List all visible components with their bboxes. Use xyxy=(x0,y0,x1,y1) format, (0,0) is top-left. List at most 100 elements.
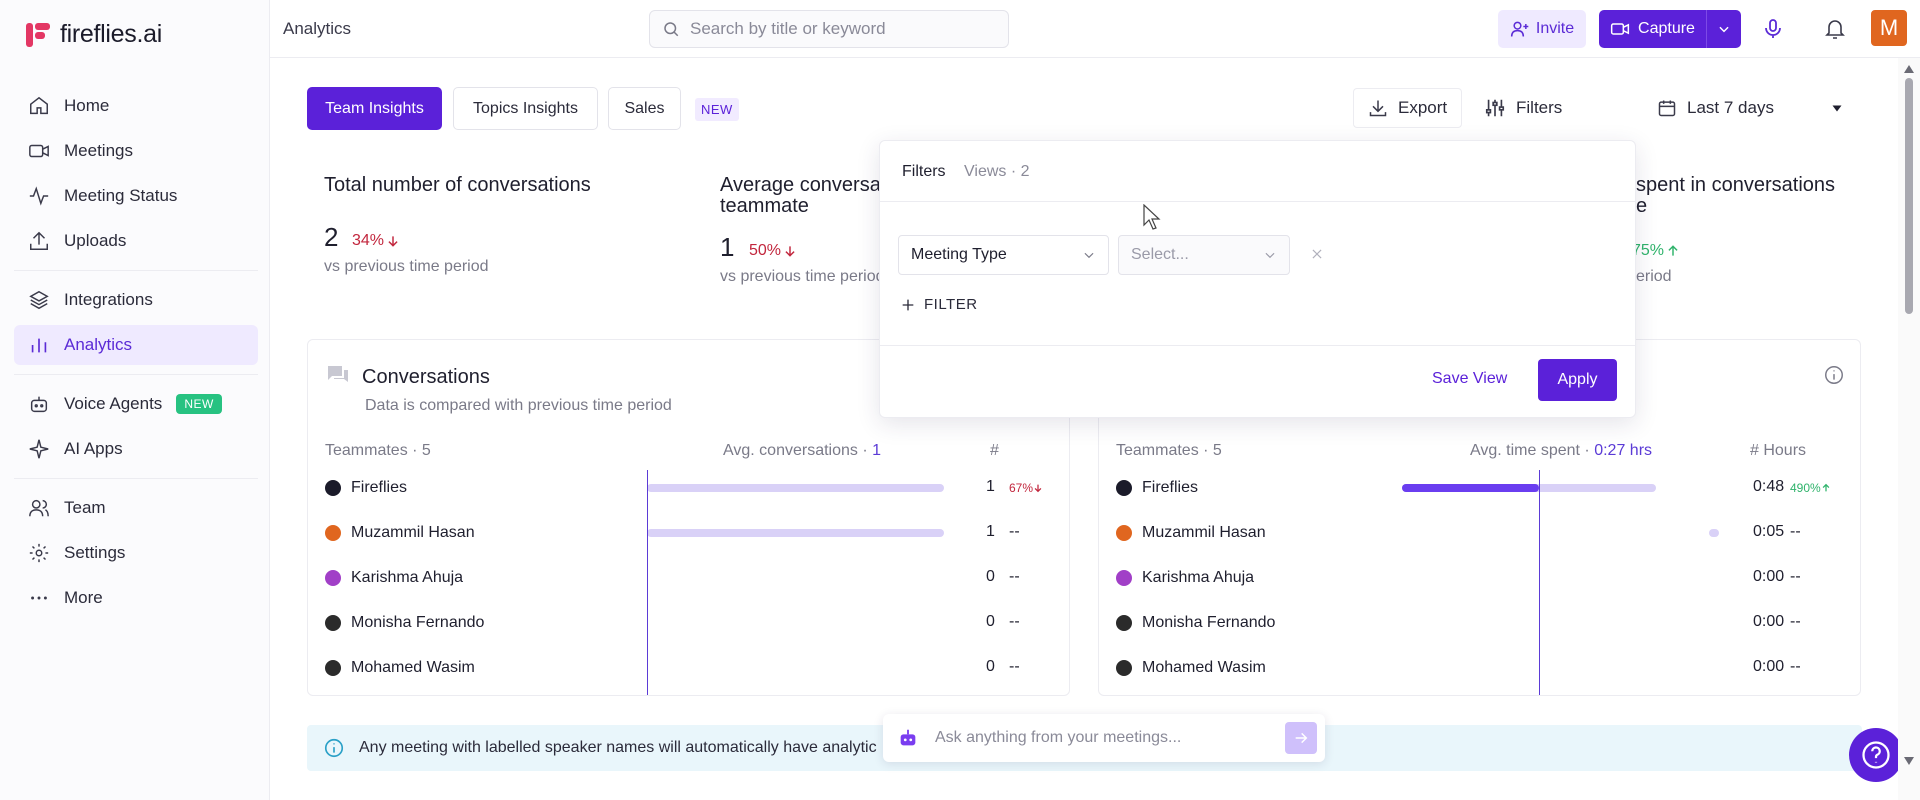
count-header: # xyxy=(990,442,999,459)
stat-sub-time: eriod xyxy=(1636,268,1672,285)
tab-topics-insights[interactable]: Topics Insights xyxy=(453,87,598,130)
table-row[interactable]: Muzammil Hasan xyxy=(1116,515,1266,551)
table-row[interactable]: Fireflies xyxy=(325,470,407,506)
row-delta-value: -- xyxy=(1009,658,1020,675)
average-line xyxy=(1539,470,1540,695)
tab-team-insights[interactable]: Team Insights xyxy=(307,87,442,130)
popover-divider xyxy=(880,201,1635,202)
tab-views[interactable]: Views · 2 xyxy=(964,163,1030,180)
sidebar-item-label: Meeting Status xyxy=(64,186,178,205)
close-icon[interactable] xyxy=(1310,247,1324,261)
logo[interactable]: fireflies.ai xyxy=(26,20,162,49)
scroll-down-icon[interactable] xyxy=(1903,756,1915,766)
row-delta: -- xyxy=(1790,568,1801,586)
user-avatar[interactable]: M xyxy=(1871,10,1907,46)
stat-sub-avg: vs previous time period xyxy=(720,268,885,285)
sidebar-item-analytics[interactable]: Analytics xyxy=(14,325,258,365)
robot-icon xyxy=(30,396,48,413)
pulse-icon xyxy=(29,186,49,206)
sidebar-item-label: Uploads xyxy=(64,231,127,250)
avg-time-header: Avg. time spent · 0:27 hrs xyxy=(1470,442,1652,460)
table-row[interactable]: Monisha Fernando xyxy=(325,605,484,641)
stat-title-total: Total number of conversations xyxy=(324,174,591,196)
sidebar-item-uploads[interactable]: Uploads xyxy=(14,221,258,261)
table-row[interactable]: Monisha Fernando xyxy=(1116,605,1275,641)
table-row[interactable]: Muzammil Hasan xyxy=(325,515,475,551)
microphone-icon[interactable] xyxy=(1761,17,1785,41)
chevron-down-icon xyxy=(1719,26,1729,33)
sidebar-item-home[interactable]: Home xyxy=(14,86,258,126)
sidebar-item-integrations[interactable]: Integrations xyxy=(14,280,258,320)
search-input[interactable]: Search by title or keyword xyxy=(649,10,1009,48)
arrow-up-icon xyxy=(1822,483,1830,492)
filters-label: Filters xyxy=(1516,98,1563,117)
row-delta: -- xyxy=(1009,658,1020,676)
stat-delta-total: 34% xyxy=(352,232,400,250)
sidebar-item-settings[interactable]: Settings xyxy=(14,533,258,573)
table-row[interactable]: Karishma Ahuja xyxy=(325,560,463,596)
sidebar-item-label: Integrations xyxy=(64,290,153,309)
row-delta-value: -- xyxy=(1009,523,1020,540)
stat-sub-total: vs previous time period xyxy=(324,258,489,275)
table-row[interactable]: Mohamed Wasim xyxy=(1116,650,1266,686)
avatar xyxy=(325,660,341,676)
table-row[interactable]: Fireflies xyxy=(1116,470,1198,506)
save-view-button[interactable]: Save View xyxy=(1432,370,1508,387)
scroll-up-icon[interactable] xyxy=(1903,64,1915,74)
download-icon xyxy=(1369,100,1387,117)
sidebar-item-ai-apps[interactable]: AI Apps xyxy=(14,429,258,469)
capture-main[interactable]: Capture xyxy=(1599,10,1707,48)
sidebar-item-voice-agents[interactable]: Voice Agents NEW xyxy=(14,384,258,424)
filters-button[interactable]: Filters xyxy=(1470,88,1577,128)
top-bar: Analytics Search by title or keyword Inv… xyxy=(270,0,1920,58)
sidebar-divider xyxy=(14,374,258,375)
export-button[interactable]: Export xyxy=(1353,88,1463,128)
sidebar-item-label: Analytics xyxy=(64,335,133,354)
sidebar-item-meeting-status[interactable]: Meeting Status xyxy=(14,176,258,216)
sidebar: fireflies.ai Home Meetings Meeting Statu… xyxy=(0,0,270,800)
scroll-thumb[interactable] xyxy=(1905,78,1913,314)
apply-button[interactable]: Apply xyxy=(1538,359,1617,401)
new-badge: NEW xyxy=(176,394,222,414)
row-delta-value: 67% xyxy=(1009,481,1034,495)
sidebar-item-team[interactable]: Team xyxy=(14,488,258,528)
bell-icon[interactable] xyxy=(1823,17,1847,41)
avatar xyxy=(325,525,341,541)
info-icon[interactable] xyxy=(1823,364,1845,386)
home-icon xyxy=(30,96,48,115)
table-row[interactable]: Karishma Ahuja xyxy=(1116,560,1254,596)
stat-title-avg-line2: teammate xyxy=(720,195,809,217)
table-row[interactable]: Mohamed Wasim xyxy=(325,650,475,686)
tab-sales[interactable]: Sales xyxy=(608,87,681,130)
send-button[interactable] xyxy=(1285,722,1317,754)
calendar-icon xyxy=(1658,100,1676,117)
add-user-icon xyxy=(1510,21,1529,37)
arrow-right-icon xyxy=(1295,732,1308,744)
filter-field-select[interactable]: Meeting Type xyxy=(898,235,1109,275)
robot-icon xyxy=(900,729,916,746)
invite-button[interactable]: Invite xyxy=(1498,10,1586,48)
help-button[interactable] xyxy=(1849,728,1903,782)
teammate-name: Mohamed Wasim xyxy=(351,659,475,676)
date-range-label: Last 7 days xyxy=(1687,98,1774,117)
add-filter-button[interactable]: FILTER xyxy=(900,296,978,313)
tab-filters[interactable]: Filters xyxy=(902,163,946,180)
question-icon xyxy=(1862,741,1890,769)
popover-divider xyxy=(880,345,1635,346)
filter-value-select[interactable]: Select... xyxy=(1118,235,1290,275)
row-value: 0 xyxy=(986,658,995,675)
row-value: 0:00 xyxy=(1753,568,1785,585)
page-scrollbar[interactable] xyxy=(1898,58,1920,800)
teammate-name: Muzammil Hasan xyxy=(1142,524,1266,541)
sidebar-item-meetings[interactable]: Meetings xyxy=(14,131,258,171)
add-filter-label: FILTER xyxy=(924,296,978,313)
info-icon xyxy=(324,738,344,758)
capture-dropdown[interactable] xyxy=(1707,10,1741,48)
row-delta-value: -- xyxy=(1009,613,1020,630)
capture-button[interactable]: Capture xyxy=(1599,10,1741,48)
sidebar-item-more[interactable]: More xyxy=(14,578,258,618)
value-bar xyxy=(1709,529,1719,537)
ask-input[interactable]: Ask anything from your meetings... xyxy=(883,714,1325,762)
date-range-select[interactable]: Last 7 days xyxy=(1645,88,1855,128)
value-bar xyxy=(647,529,944,537)
